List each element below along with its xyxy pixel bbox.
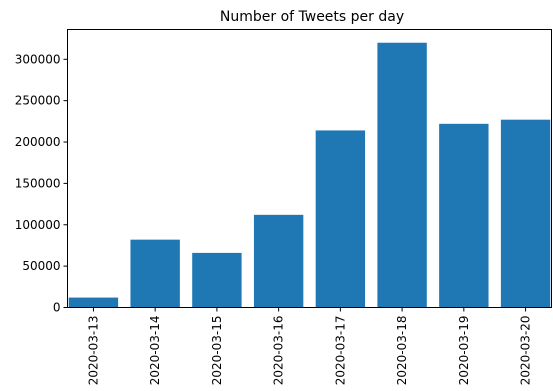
y-tick-label: 300000 xyxy=(15,52,61,66)
chart-title: Number of Tweets per day xyxy=(220,9,404,25)
x-tick-label: 2020-03-17 xyxy=(333,316,347,386)
y-tick-label: 0 xyxy=(53,301,61,315)
y-tick-label: 50000 xyxy=(22,259,60,273)
x-tick-label: 2020-03-18 xyxy=(395,316,409,386)
x-tick-label: 2020-03-16 xyxy=(272,316,286,386)
bar-2020-03-17 xyxy=(315,130,366,308)
bar-2020-03-20 xyxy=(500,119,551,308)
x-axis: 2020-03-13 2020-03-14 2020-03-15 2020-03-16… xyxy=(86,307,533,386)
bar-2020-03-19 xyxy=(439,123,489,308)
bar-2020-03-18 xyxy=(377,42,427,308)
x-tick-label: 2020-03-13 xyxy=(86,316,100,386)
x-tick-label: 2020-03-20 xyxy=(519,316,533,386)
bar-2020-03-14 xyxy=(130,239,180,308)
plot-frame xyxy=(67,29,552,308)
bar-2020-03-15 xyxy=(192,252,242,308)
y-tick-label: 100000 xyxy=(15,218,61,232)
y-axis: 0 50000 100000 150000 200000 250000 300000 xyxy=(15,52,68,315)
bars xyxy=(68,42,551,308)
y-tick-label: 250000 xyxy=(15,94,61,108)
x-tick-label: 2020-03-14 xyxy=(148,316,162,386)
x-tick-label: 2020-03-15 xyxy=(210,316,224,386)
bar-2020-03-16 xyxy=(253,214,304,308)
y-tick-label: 150000 xyxy=(15,176,61,190)
x-tick-label: 2020-03-19 xyxy=(457,316,471,386)
bar-2020-03-13 xyxy=(68,297,119,308)
y-tick-label: 200000 xyxy=(15,135,61,149)
